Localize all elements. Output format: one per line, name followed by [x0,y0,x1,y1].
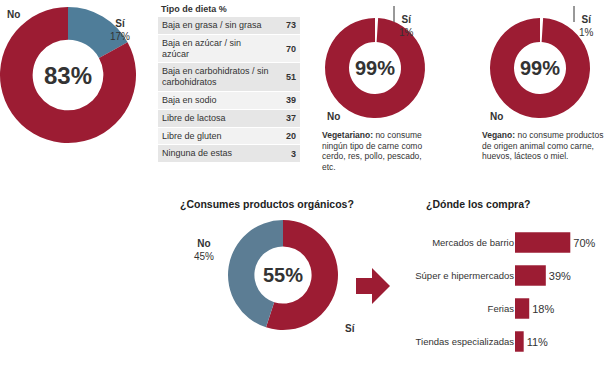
svg-text:55%: 55% [263,264,303,286]
svg-text:Mercados de barrio: Mercados de barrio [432,237,514,248]
html-text:73: 73 [286,20,296,31]
html-text:Vegano: no consume productos d: Vegano: no consume productos de origen a… [482,130,604,162]
svg-text:Súper e hipermercados: Súper e hipermercados [415,270,514,281]
html-text:20: 20 [286,131,296,141]
html-text:70: 70 [286,43,296,54]
svg-text:¿Consumes productos orgánicos?: ¿Consumes productos orgánicos? [180,198,354,211]
svg-text:Tiendas especializadas: Tiendas especializadas [416,336,515,347]
html-text:Ninguna de estas: Ninguna de estas [162,148,233,159]
svg-text:Sí1%: Sí1% [399,14,414,38]
html-text:Tipo de dieta %: Tipo de dieta % [161,4,227,14]
svg-text:¿Dónde los compra?: ¿Dónde los compra? [426,198,530,211]
svg-text:No: No [7,9,20,20]
svg-text:11%: 11% [527,336,548,348]
svg-text:Sí17%: Sí17% [110,18,130,42]
html-text:Baja en sodio: Baja en sodio [162,95,217,105]
html-text:Baja en azúcar / sin azúcar: Baja en azúcar / sin azúcar [162,37,241,59]
svg-text:Ferias: Ferias [488,303,515,314]
svg-text:Sí: Sí [345,323,356,334]
html-text:Baja en carbohidratos / sin ca: Baja en carbohidratos / sin carbohidrato… [162,66,269,88]
svg-text:39%: 39% [549,270,571,282]
svg-text:18%: 18% [532,303,554,315]
html-text:3: 3 [291,148,296,159]
svg-text:99%: 99% [355,57,395,79]
svg-text:Sí1%: Sí1% [579,14,594,38]
svg-text:No: No [490,111,503,122]
html-text:Baja en grasa / sin grasa: Baja en grasa / sin grasa [162,20,262,30]
html-text:Vegetariano: no consume ningún: Vegetariano: no consume ningún tipo de c… [322,130,423,172]
svg-text:83%: 83% [44,62,92,89]
html-text:51: 51 [286,72,296,83]
svg-text:70%: 70% [573,237,595,249]
svg-text:No: No [327,111,340,122]
html-text:Libre de gluten: Libre de gluten [162,130,222,141]
html-text:37: 37 [286,113,296,124]
svg-text:No45%: No45% [194,238,214,262]
html-text:39: 39 [286,95,296,106]
html-text:Libre de lactosa: Libre de lactosa [162,112,226,123]
svg-text:99%: 99% [520,57,560,79]
